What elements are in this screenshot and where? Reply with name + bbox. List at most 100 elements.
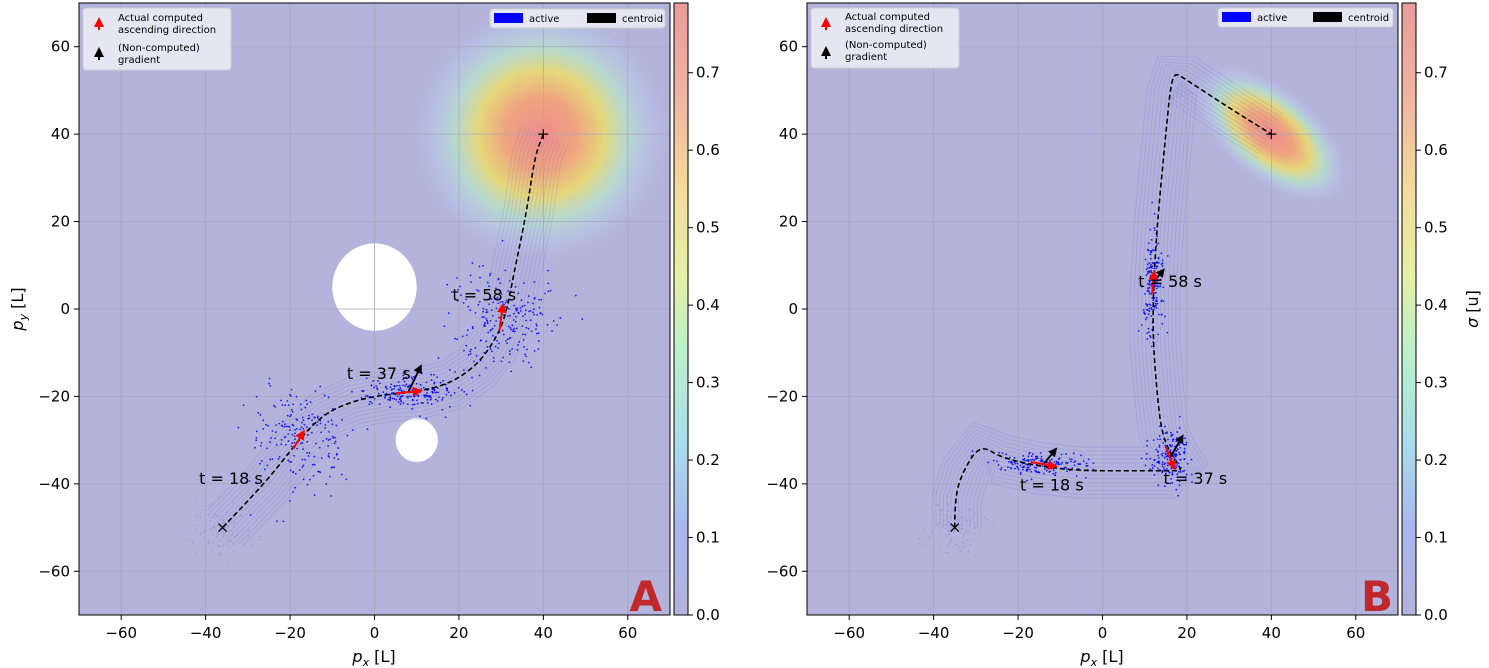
active-particle <box>1074 460 1077 462</box>
initial-particle <box>950 538 953 540</box>
active-particle <box>1164 481 1167 484</box>
active-particle <box>465 334 468 337</box>
initial-particle <box>943 519 945 521</box>
active-particle <box>486 311 489 313</box>
active-particle <box>1171 472 1174 474</box>
initial-particle <box>967 519 969 521</box>
active-particle <box>1146 444 1148 447</box>
initial-particle <box>935 503 937 506</box>
active-particle <box>1145 274 1148 277</box>
active-particle <box>293 441 296 444</box>
active-particle <box>327 396 330 399</box>
initial-particle <box>211 534 214 536</box>
active-particle <box>1186 462 1189 465</box>
x-tick-label: −60 <box>833 624 865 642</box>
active-particle <box>513 327 516 330</box>
active-particle <box>1176 439 1178 442</box>
active-particle <box>512 319 515 321</box>
active-particle <box>1155 307 1158 309</box>
initial-particle <box>217 545 219 547</box>
active-particle <box>301 458 304 461</box>
active-particle <box>1052 472 1055 475</box>
active-particle <box>1142 309 1145 311</box>
active-particle <box>499 300 502 303</box>
initial-particle <box>225 535 228 537</box>
svg-text:active: active <box>1257 13 1287 24</box>
particle-trail <box>973 86 1262 528</box>
computed-arrow <box>1148 269 1159 294</box>
active-particle <box>288 460 291 463</box>
active-particle <box>1023 457 1026 460</box>
initial-particle <box>203 536 205 538</box>
active-particle <box>460 389 463 391</box>
active-particle <box>1149 228 1152 231</box>
initial-particle <box>205 565 208 568</box>
active-particle <box>300 426 303 429</box>
active-particle <box>283 425 286 428</box>
active-particle <box>259 414 262 416</box>
active-particle <box>422 402 424 404</box>
computed-arrow <box>496 302 507 331</box>
active-particle <box>525 326 528 329</box>
initial-particle <box>231 534 234 536</box>
active-particle <box>495 287 497 290</box>
active-particle <box>498 289 501 292</box>
snapshot-label: t = 37 s <box>347 364 411 383</box>
active-particle <box>296 419 299 422</box>
x-tick-label: 0 <box>1098 624 1108 642</box>
computed-arrow <box>1164 446 1177 471</box>
active-particle <box>532 311 534 314</box>
initial-particle <box>217 525 219 527</box>
active-particle <box>1070 460 1072 463</box>
active-particle <box>331 466 334 468</box>
active-particle <box>399 399 402 402</box>
x-axis-label-a: px [L] <box>351 647 395 668</box>
active-particle <box>406 386 409 388</box>
active-particle <box>1164 315 1166 318</box>
active-particle <box>412 393 415 396</box>
active-particle <box>1058 457 1061 460</box>
active-particle <box>486 345 489 348</box>
active-particle <box>581 318 584 320</box>
active-particle <box>327 445 329 447</box>
active-particle <box>390 392 393 395</box>
active-particle <box>277 458 280 460</box>
active-particle <box>422 386 425 389</box>
active-particle <box>1171 444 1174 447</box>
active-particle <box>483 316 485 318</box>
initial-particle <box>949 542 951 544</box>
active-particle <box>447 391 450 394</box>
active-particle <box>280 443 283 446</box>
active-particle <box>1161 262 1164 265</box>
active-particle <box>547 290 550 293</box>
active-particle <box>1013 467 1016 470</box>
active-particle <box>476 289 478 291</box>
active-particle <box>465 344 468 347</box>
initial-particle <box>960 516 962 519</box>
active-particle <box>420 387 423 390</box>
active-particle <box>483 323 486 326</box>
initial-particle <box>960 550 962 553</box>
active-particle <box>1153 459 1156 462</box>
active-particle <box>1161 463 1164 466</box>
active-particle <box>535 332 538 335</box>
initial-particle <box>222 544 225 546</box>
active-particle <box>1153 465 1156 468</box>
active-particle <box>523 346 525 348</box>
active-particle <box>1137 330 1140 332</box>
svg-text:ascending direction: ascending direction <box>845 24 943 35</box>
x-tick-label: 0 <box>370 624 380 642</box>
y-tick-label: 0 <box>60 300 70 318</box>
active-particle <box>301 416 304 419</box>
active-particle <box>291 442 294 444</box>
initial-particle <box>247 530 249 532</box>
active-particle <box>265 423 267 426</box>
active-particle <box>1172 456 1175 459</box>
active-particle <box>410 395 412 398</box>
active-particle <box>1170 478 1172 480</box>
active-particle <box>467 305 470 308</box>
active-particle <box>1075 475 1078 477</box>
active-particle <box>285 425 288 428</box>
active-particle <box>426 402 429 404</box>
initial-particle <box>961 527 964 530</box>
